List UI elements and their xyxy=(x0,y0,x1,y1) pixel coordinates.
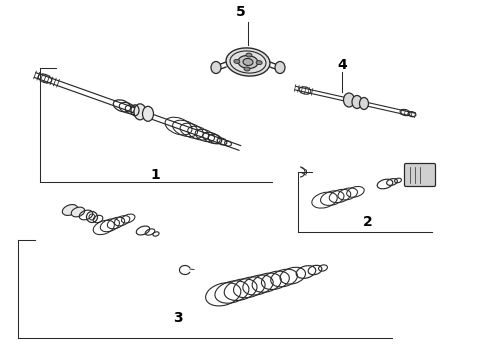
Ellipse shape xyxy=(244,67,250,71)
Text: 5: 5 xyxy=(236,5,246,19)
Ellipse shape xyxy=(226,48,270,76)
Ellipse shape xyxy=(234,59,240,63)
Ellipse shape xyxy=(211,62,221,73)
Ellipse shape xyxy=(275,62,285,73)
Text: 4: 4 xyxy=(337,58,347,72)
Ellipse shape xyxy=(352,95,362,108)
Ellipse shape xyxy=(343,93,354,107)
Ellipse shape xyxy=(238,55,258,68)
Ellipse shape xyxy=(246,53,252,57)
Ellipse shape xyxy=(134,104,146,120)
Ellipse shape xyxy=(62,204,78,215)
Ellipse shape xyxy=(143,106,153,121)
Text: 3: 3 xyxy=(173,311,183,325)
Text: 2: 2 xyxy=(363,215,373,229)
Ellipse shape xyxy=(71,207,85,217)
Ellipse shape xyxy=(243,58,253,66)
Ellipse shape xyxy=(360,98,368,109)
FancyBboxPatch shape xyxy=(405,163,436,186)
Ellipse shape xyxy=(256,60,262,64)
Text: 1: 1 xyxy=(150,168,160,182)
Ellipse shape xyxy=(230,51,266,73)
